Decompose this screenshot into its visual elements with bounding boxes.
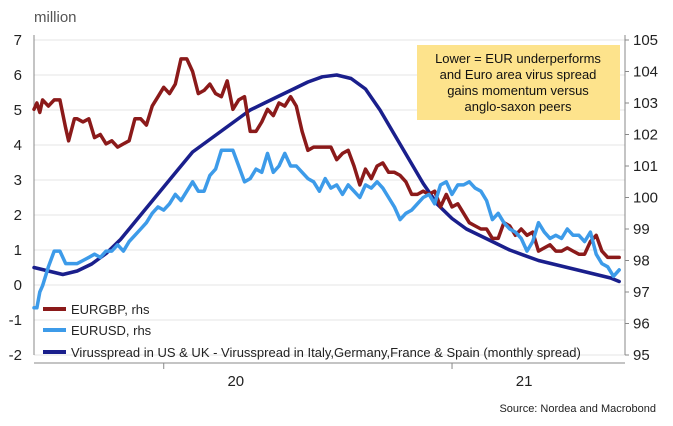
right-tick-label: 102 <box>633 127 658 144</box>
left-tick-label: -2 <box>9 347 22 364</box>
right-tick-label: 104 <box>633 64 658 81</box>
annotation-box: Lower = EUR underperforms and Euro area … <box>417 45 620 120</box>
legend-label-eurgbp: EURGBP, rhs <box>71 302 150 317</box>
annotation-line-4: anglo-saxon peers <box>465 99 572 114</box>
x-axis: 20 21 <box>34 362 625 390</box>
right-tick-label: 100 <box>633 190 658 207</box>
left-tick-label: 4 <box>14 137 22 154</box>
left-axis-unit-label: million <box>34 9 77 26</box>
annotation-line-1: Lower = EUR underperforms <box>435 51 601 66</box>
annotation-background <box>417 45 620 120</box>
legend-label-virusspread: Virusspread in US & UK - Virusspread in … <box>71 345 581 360</box>
annotation-line-3: gains momentum versus <box>447 83 589 98</box>
right-axis: 95 96 97 98 99 100 101 102 103 104 105 <box>624 32 658 364</box>
right-tick-label: 97 <box>633 284 650 301</box>
series-line-eurusd <box>32 148 621 310</box>
series-line-eurgbp <box>32 57 621 260</box>
series-line-virusspread <box>32 73 621 284</box>
x-tick-label: 21 <box>516 373 533 390</box>
left-tick-label: 2 <box>14 207 22 224</box>
left-tick-label: 3 <box>14 172 22 189</box>
right-tick-label: 101 <box>633 158 658 175</box>
left-tick-label: 1 <box>14 242 22 259</box>
left-axis: -2 -1 0 1 2 3 4 5 6 7 <box>9 32 35 364</box>
right-tick-label: 96 <box>633 316 650 333</box>
left-tick-label: -1 <box>9 312 22 329</box>
right-tick-label: 98 <box>633 253 650 270</box>
x-tick-label: 20 <box>227 373 244 390</box>
left-tick-label: 6 <box>14 67 22 84</box>
right-tick-label: 105 <box>633 32 658 49</box>
legend-label-eurusd: EURUSD, rhs <box>71 323 152 338</box>
series-lines <box>32 57 621 310</box>
left-tick-label: 0 <box>14 277 22 294</box>
source-note: Source: Nordea and Macrobond <box>499 403 656 415</box>
right-tick-label: 99 <box>633 221 650 238</box>
legend: EURGBP, rhs EURUSD, rhs Virusspread in U… <box>43 302 581 360</box>
right-tick-label: 95 <box>633 347 650 364</box>
right-tick-label: 103 <box>633 95 658 112</box>
annotation-line-2: and Euro area virus spread <box>440 67 597 82</box>
left-tick-label: 7 <box>14 32 22 49</box>
left-tick-label: 5 <box>14 102 22 119</box>
